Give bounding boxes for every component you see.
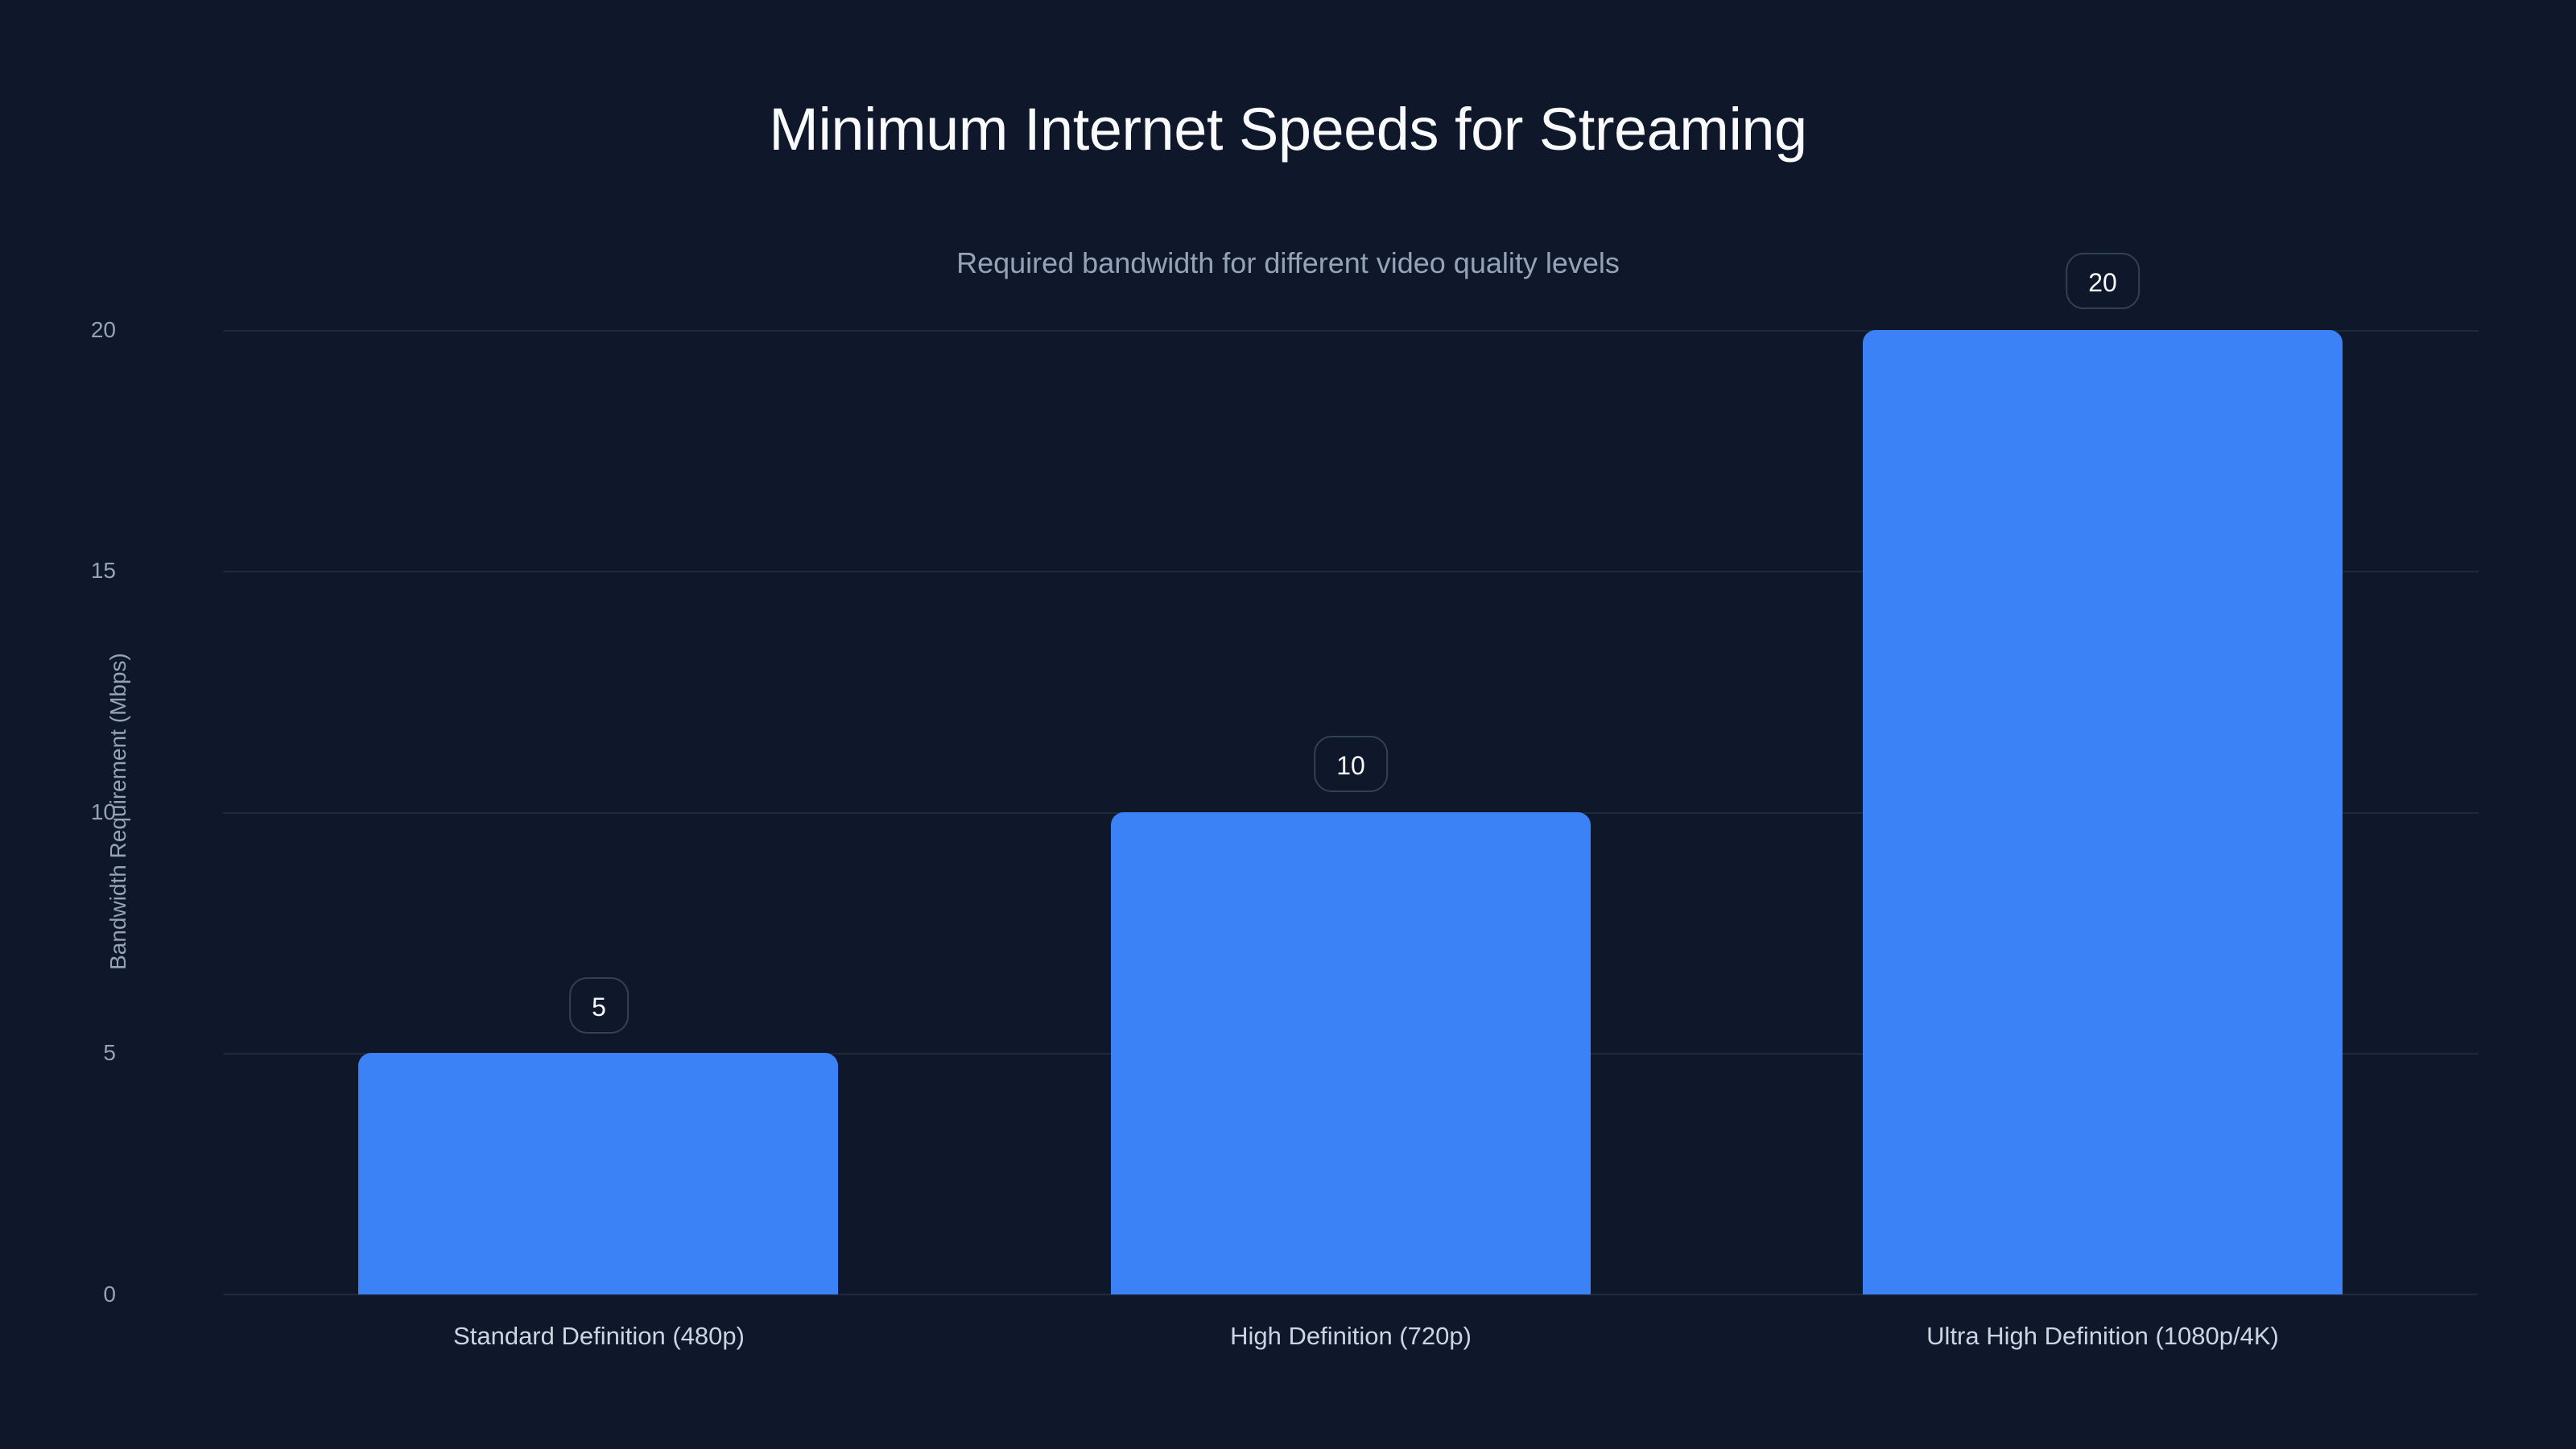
x-tick-high-definition: High Definition (720p): [1230, 1322, 1472, 1350]
gridline-20: [223, 330, 2479, 332]
value-label-standard-definition: 5: [569, 977, 629, 1034]
chart-title: Minimum Internet Speeds for Streaming: [769, 96, 1807, 163]
y-tick-5: 5: [103, 1040, 116, 1065]
chart-subtitle: Required bandwidth for different video q…: [956, 246, 1620, 279]
y-tick-15: 15: [90, 558, 116, 583]
y-tick-10: 10: [90, 799, 116, 824]
gridline-15: [223, 571, 2479, 572]
y-tick-0: 0: [103, 1282, 116, 1307]
bar-ultra-high-definition[interactable]: [1863, 330, 2343, 1294]
x-tick-ultra-high-definition: Ultra High Definition (1080p/4K): [1926, 1322, 2279, 1350]
plot-area: 20 15 10 5 0 5 10 20: [91, 253, 2479, 1307]
value-label-high-definition: 10: [1314, 736, 1388, 792]
value-label-ultra-high-definition: 20: [2066, 253, 2140, 309]
x-axis-baseline: [223, 1294, 2479, 1295]
bar-high-definition[interactable]: [1111, 812, 1591, 1294]
bar-standard-definition[interactable]: [358, 1053, 838, 1294]
x-tick-standard-definition: Standard Definition (480p): [453, 1322, 745, 1350]
y-tick-20: 20: [90, 317, 116, 342]
